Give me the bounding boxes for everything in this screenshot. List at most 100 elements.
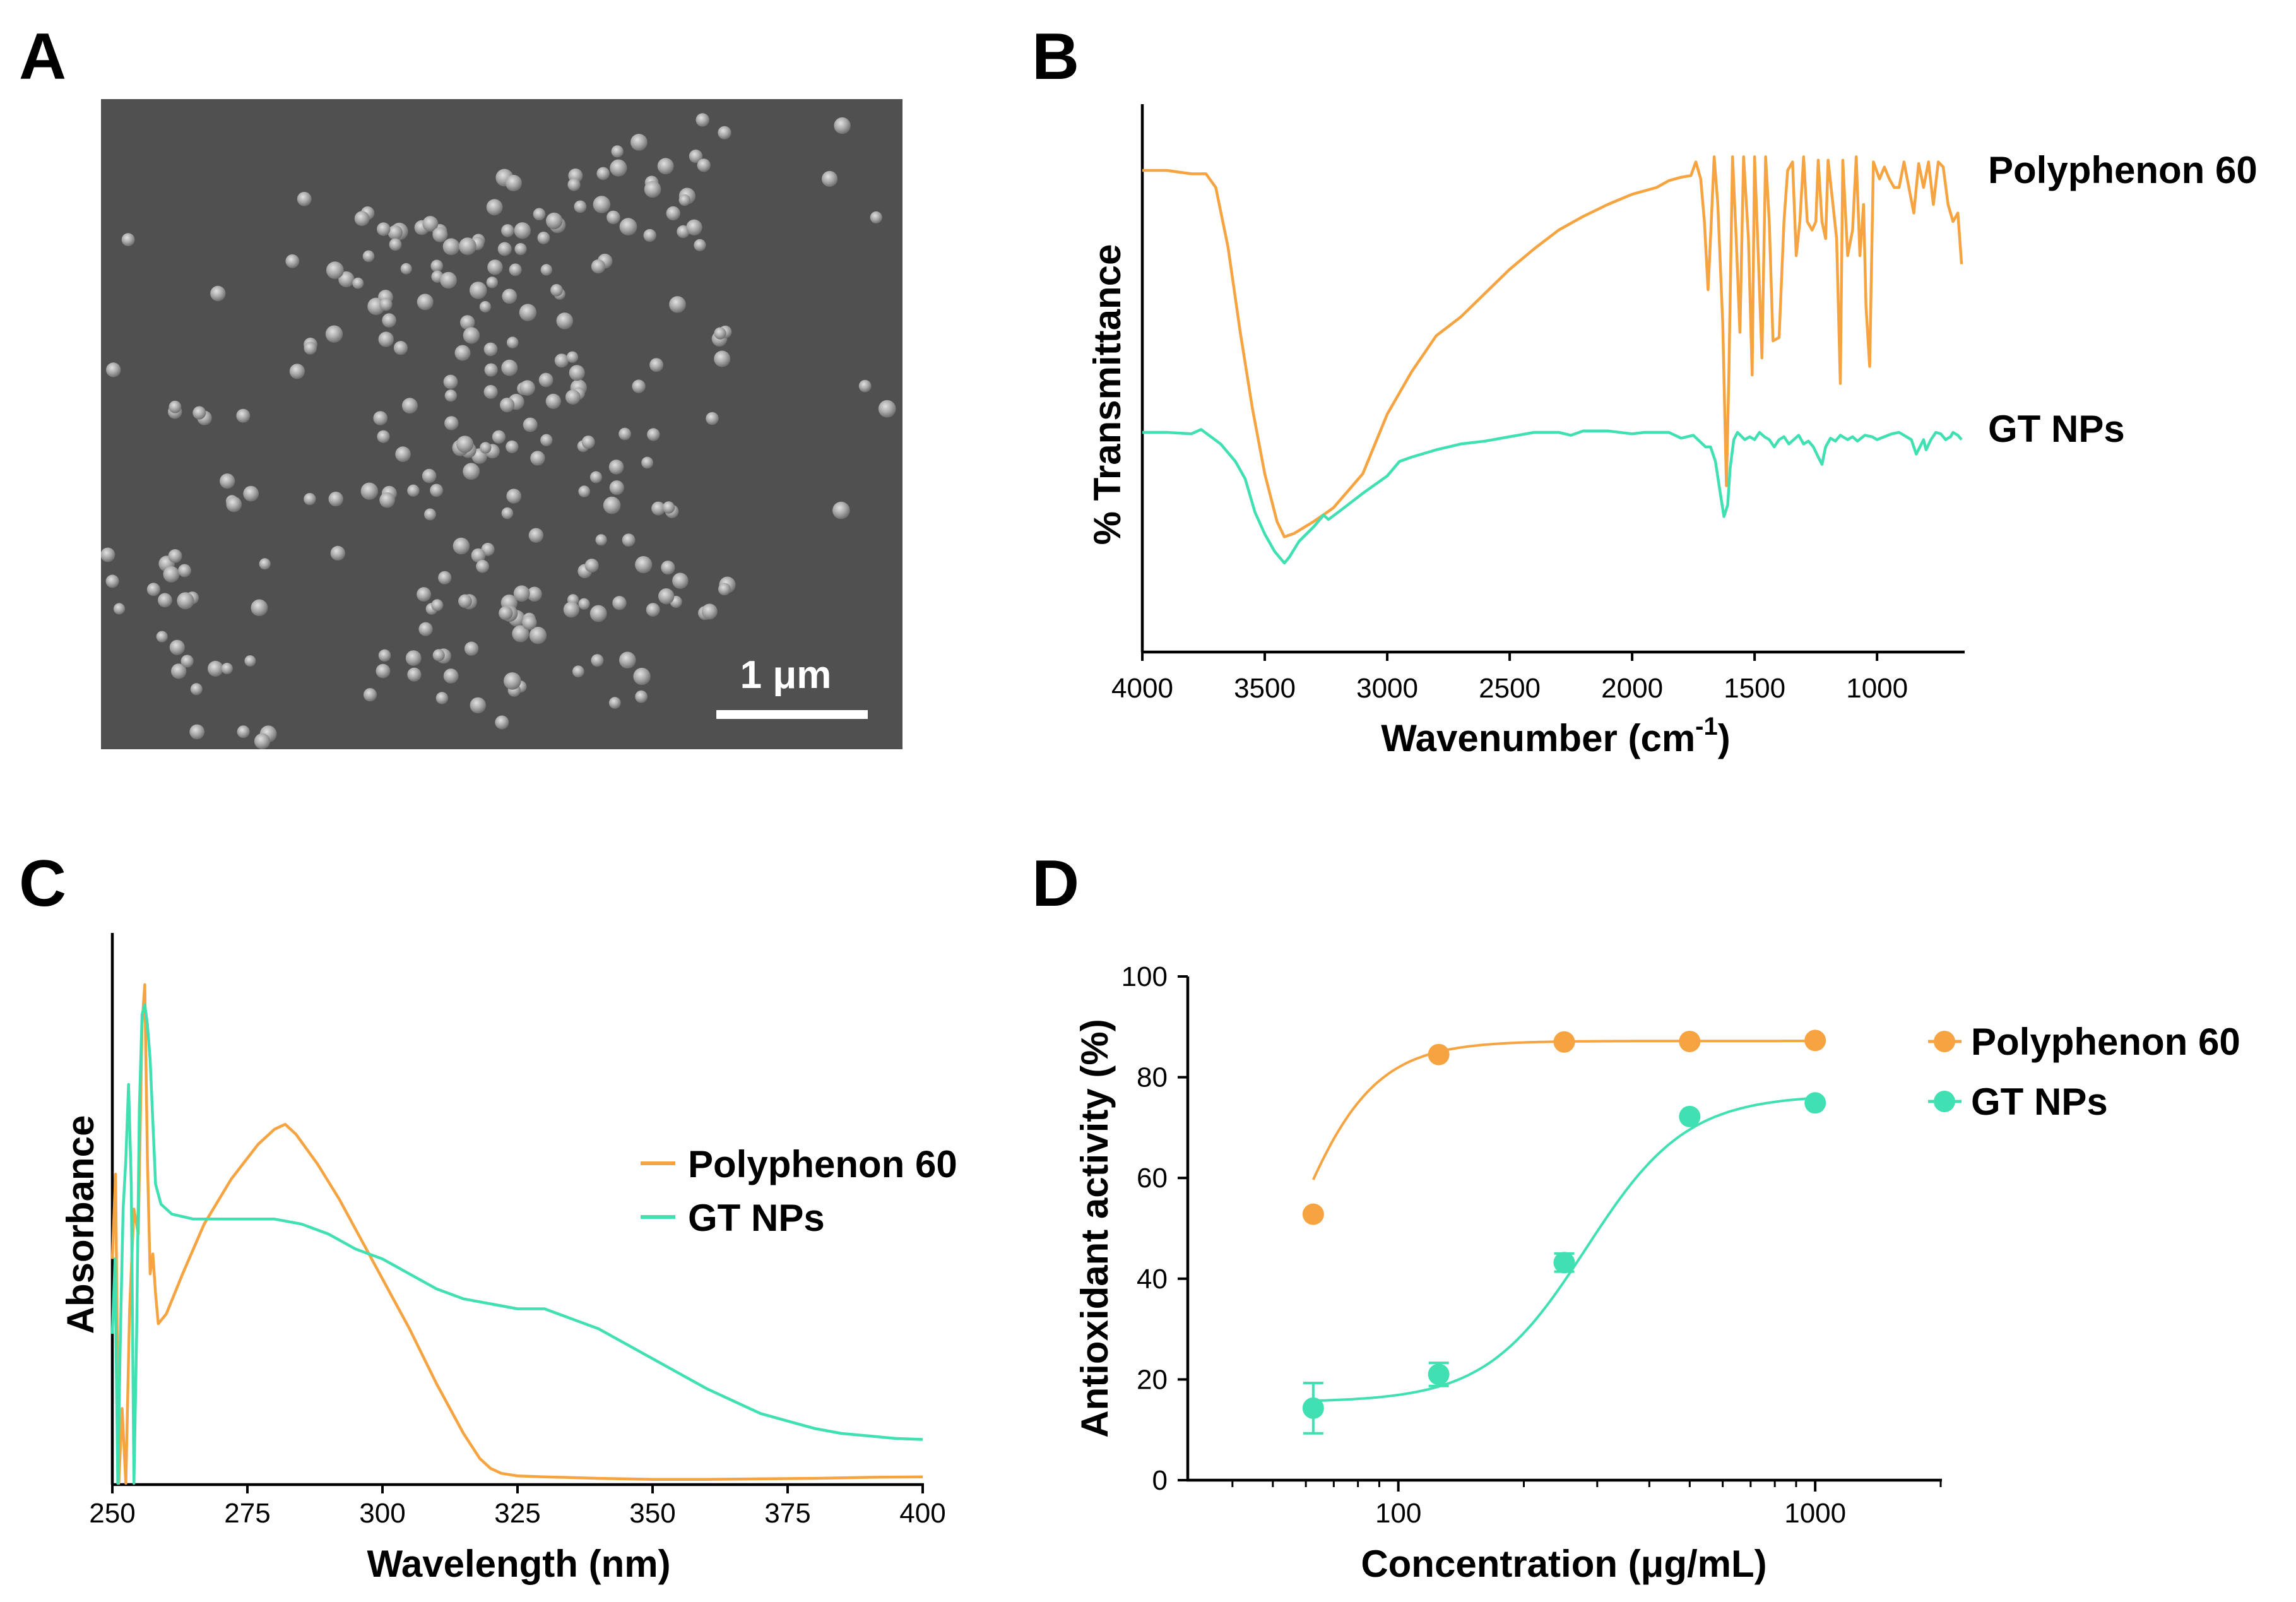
sem-particle	[377, 430, 390, 443]
sem-particle	[422, 216, 439, 232]
sem-particle	[486, 199, 503, 216]
sem-particle	[519, 304, 537, 321]
ftir-x-label: Wavenumber (cm-1)	[1381, 713, 1730, 759]
antioxidant-x-tick-label: 100	[1375, 1498, 1421, 1529]
ftir-x-label-end: )	[1718, 717, 1731, 759]
sem-particle	[569, 365, 585, 381]
uv-x-tick-label: 400	[899, 1498, 945, 1529]
sem-particle	[354, 211, 370, 227]
uv-legend-label-polyphenon: Polyphenon 60	[688, 1143, 957, 1185]
sem-particle	[832, 501, 850, 519]
antioxidant-y-tick-label: 100	[1121, 961, 1168, 992]
sem-particle	[483, 384, 498, 399]
sem-particle	[492, 430, 506, 444]
ftir-x-ticks: 4000 3500 3000 2500 2000 1500 1000	[1111, 652, 1908, 704]
sem-particle	[444, 389, 458, 402]
uv-x-tick-label: 275	[224, 1498, 270, 1529]
sem-particle	[463, 463, 480, 480]
antioxidant-data-point	[1804, 1092, 1826, 1114]
sem-particle	[651, 501, 666, 516]
sem-particle	[479, 300, 492, 313]
sem-particle	[499, 606, 513, 620]
sem-particle	[360, 482, 378, 500]
sem-particle	[435, 692, 449, 704]
sem-particle	[501, 359, 518, 376]
uv-x-tick-label: 250	[89, 1498, 135, 1529]
sem-particle	[417, 294, 434, 311]
sem-particle	[514, 243, 527, 256]
sem-particle	[834, 117, 851, 134]
sem-particle	[635, 556, 653, 574]
antioxidant-y-tick-label: 60	[1137, 1163, 1168, 1194]
sem-particle	[694, 239, 706, 251]
sem-particle	[208, 660, 223, 677]
sem-particle	[630, 134, 648, 151]
sem-particle	[424, 508, 436, 521]
sem-particle	[556, 312, 574, 329]
antioxidant-legend: Polyphenon 60 GT NPs	[1928, 1021, 2240, 1123]
antioxidant-data-point	[1679, 1105, 1701, 1127]
sem-particle	[574, 200, 587, 213]
sem-particle	[395, 446, 411, 462]
antioxidant-y-tick-label: 80	[1137, 1062, 1168, 1093]
sem-particle	[378, 331, 394, 347]
sem-particle	[459, 237, 476, 256]
sem-particle	[470, 697, 486, 714]
sem-particle	[378, 649, 391, 662]
sem-particle	[669, 296, 686, 313]
antioxidant-y-tick-label: 0	[1152, 1465, 1168, 1496]
uv-legend: Polyphenon 60 GT NPs	[641, 1143, 957, 1239]
sem-particle	[591, 654, 604, 667]
sem-particle	[878, 400, 896, 418]
sem-particle	[563, 602, 580, 618]
sem-particle	[581, 436, 595, 449]
antioxidant-data-point	[1553, 1031, 1575, 1053]
antioxidant-data-point	[1428, 1043, 1450, 1065]
sem-particle	[438, 571, 452, 584]
sem-particle	[236, 408, 251, 423]
antioxidant-series	[1302, 1029, 1826, 1435]
sem-particle	[589, 605, 607, 622]
antioxidant-data-point	[1553, 1252, 1575, 1274]
sem-particle	[430, 259, 443, 273]
sem-particle	[285, 254, 300, 268]
ftir-x-tick-label: 4000	[1111, 673, 1173, 704]
sem-particle	[567, 178, 581, 191]
sem-particle	[519, 380, 535, 396]
sem-micrograph: 1 μm	[101, 99, 902, 749]
sem-particle	[113, 603, 126, 615]
sem-particle	[226, 496, 242, 513]
sem-particle	[304, 341, 317, 355]
sem-particle	[619, 651, 636, 669]
ftir-x-tick-label: 3000	[1356, 673, 1418, 704]
antioxidant-y-tick-label: 40	[1137, 1264, 1168, 1295]
sem-particle	[666, 206, 680, 221]
sem-particle	[376, 663, 391, 679]
scale-bar	[716, 710, 868, 719]
sem-particle	[657, 158, 674, 175]
antioxidant-data-point	[1302, 1203, 1324, 1225]
ftir-series	[1142, 155, 1963, 565]
sem-particle	[497, 242, 512, 256]
sem-particle	[177, 592, 194, 610]
sem-particle	[379, 298, 393, 311]
uv-y-label: Absorbance	[59, 1115, 102, 1334]
sem-particle	[407, 667, 422, 682]
uv-legend-label-gtnps: GT NPs	[688, 1197, 825, 1239]
sem-particle	[714, 327, 726, 340]
sem-particle	[505, 175, 522, 191]
sem-particle	[596, 167, 610, 181]
sem-particle	[460, 315, 475, 330]
antioxidant-legend-label-gtnps: GT NPs	[1971, 1081, 2108, 1123]
sem-particle	[169, 400, 182, 413]
sem-particle	[540, 434, 553, 446]
sem-particle	[545, 212, 563, 230]
uv-x-tick-label: 325	[494, 1498, 540, 1529]
antioxidant-fit-curve	[1313, 1096, 1816, 1403]
sem-particle	[540, 264, 552, 276]
sem-particle	[618, 427, 631, 441]
sem-particle	[589, 471, 602, 484]
sem-particle	[328, 491, 343, 507]
sem-particle	[237, 725, 250, 739]
